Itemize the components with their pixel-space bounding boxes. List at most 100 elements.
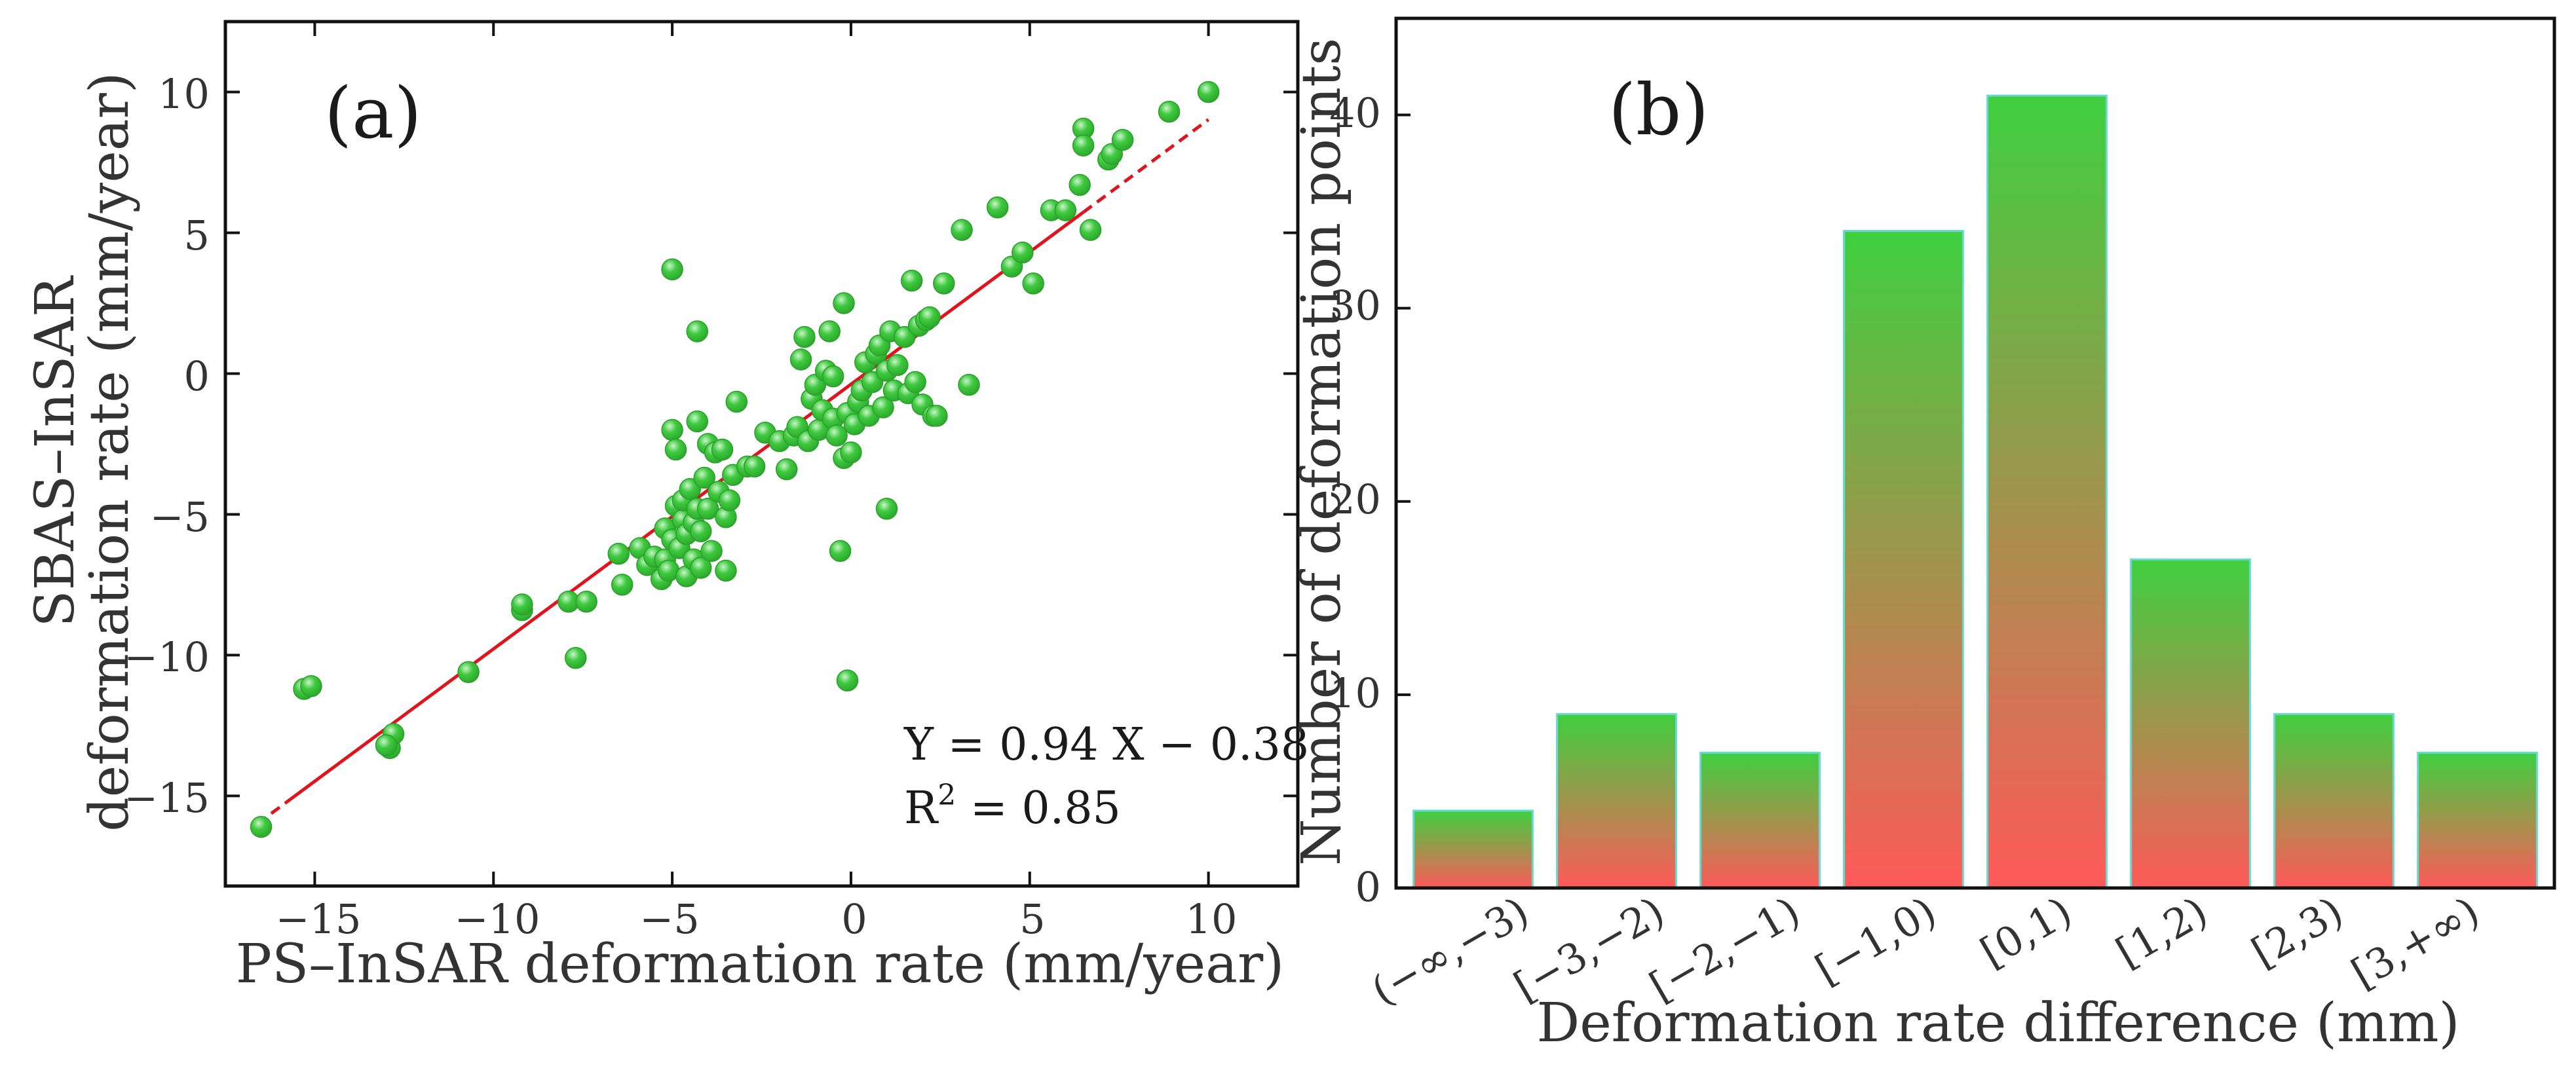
histogram-bars xyxy=(1412,94,2538,889)
scatter-point xyxy=(686,320,709,342)
panel-label-b: (b) xyxy=(1608,69,1709,151)
histogram-bar xyxy=(1843,230,1964,889)
scatter-point xyxy=(875,498,898,520)
histogram-bar xyxy=(1986,94,2108,889)
scatter-plot-frame xyxy=(223,20,1300,888)
y-tick-label: 30 xyxy=(1329,282,1381,329)
y-tick-label: 10 xyxy=(1329,669,1381,717)
scatter-point xyxy=(711,438,734,461)
fit-line-dashed xyxy=(1082,118,1210,214)
scatter-point xyxy=(1197,81,1220,103)
scatter-point xyxy=(829,540,852,563)
r-squared-value: = 0.85 xyxy=(956,783,1121,834)
scatter-point xyxy=(689,557,712,579)
scatter-point xyxy=(775,458,798,481)
scatter-point xyxy=(1158,100,1181,123)
scatter-point xyxy=(696,498,719,520)
histogram-bar xyxy=(1699,751,1821,889)
scatter-point xyxy=(933,272,955,295)
scatter-point xyxy=(715,559,737,582)
scatter-ticks xyxy=(225,22,1298,886)
scatter-point xyxy=(700,540,723,563)
scatter-point xyxy=(789,348,812,371)
scatter-point xyxy=(919,306,941,329)
scatter-point xyxy=(825,424,848,447)
y-tick-label: 0 xyxy=(184,352,210,400)
category-label: [1,2) xyxy=(2108,887,2216,977)
scatter-point xyxy=(661,418,683,441)
scatter-point xyxy=(1072,134,1095,157)
x-tick-label: −10 xyxy=(455,895,540,943)
scatter-points xyxy=(250,81,1220,838)
scatter-point xyxy=(457,661,480,683)
scatter-point xyxy=(743,455,766,478)
bar-y-axis-title: Number of deformation points xyxy=(1291,38,1353,866)
scatter-point xyxy=(822,365,844,388)
x-tick-label: −15 xyxy=(276,895,362,943)
scatter-point xyxy=(872,396,894,418)
scatter-point xyxy=(1111,128,1134,151)
scatter-y-axis-title-line1: SBAS–InSAR xyxy=(24,275,86,627)
scatter-panel: −15 −10 −5 0 5 10 −15 −10 −5 0 5 10 (a) … xyxy=(24,20,1309,995)
scatter-tick-labels: −15 −10 −5 0 5 10 −15 −10 −5 0 5 10 xyxy=(124,70,1237,943)
scatter-point xyxy=(1054,199,1077,221)
scatter-point xyxy=(900,269,923,292)
r-squared-symbol: R xyxy=(904,783,939,834)
scatter-point xyxy=(686,410,709,433)
category-label: [0,1) xyxy=(1973,887,2080,977)
r-squared-superscript: 2 xyxy=(938,779,956,812)
category-label: (−∞,−3) xyxy=(1363,887,1536,1015)
scatter-point xyxy=(951,219,973,241)
histogram-bar xyxy=(2130,558,2251,889)
y-tick-label: −5 xyxy=(150,493,210,541)
scatter-x-axis-title: PS–InSAR deformation rate (mm/year) xyxy=(236,933,1284,995)
category-label: [2,3) xyxy=(2244,887,2351,977)
scatter-point xyxy=(664,438,687,461)
scatter-point xyxy=(565,646,587,669)
scatter-point xyxy=(793,325,816,348)
scatter-point xyxy=(1012,241,1034,264)
bar-plot-frame xyxy=(1394,16,2556,890)
y-tick-label: 5 xyxy=(184,212,210,259)
scatter-point xyxy=(1079,219,1102,241)
scatter-point xyxy=(725,390,748,413)
scatter-point xyxy=(375,734,398,756)
scatter-point xyxy=(818,320,841,342)
scatter-point xyxy=(986,196,1009,219)
x-tick-label: 0 xyxy=(841,895,867,943)
scatter-point xyxy=(300,675,322,697)
category-label: [3,+∞) xyxy=(2343,887,2487,998)
category-label: [−1,0) xyxy=(1808,887,1944,994)
bar-panel: 0 10 20 30 40 (−∞,−3) [−3,−2) [−2,−1) [−… xyxy=(1291,16,2556,1054)
scatter-point xyxy=(904,371,926,394)
scatter-point xyxy=(840,441,862,464)
scatter-point xyxy=(1022,272,1044,295)
regression-equation: Y = 0.94 X − 0.38 xyxy=(903,719,1309,771)
scatter-point xyxy=(833,292,855,314)
y-tick-label: 40 xyxy=(1329,89,1381,137)
scatter-point xyxy=(886,354,909,377)
histogram-bar xyxy=(1556,712,1677,889)
scatter-point xyxy=(250,815,273,838)
y-tick-label: 20 xyxy=(1329,475,1381,523)
bar-x-axis-title: Deformation rate difference (mm) xyxy=(1537,992,2460,1054)
scatter-point xyxy=(511,593,533,616)
scatter-point xyxy=(718,489,741,511)
scatter-y-axis-title-line2: deformation rate (mm/year) xyxy=(79,72,141,832)
scatter-point xyxy=(607,542,630,565)
scatter-point xyxy=(693,466,715,489)
y-tick-label: 10 xyxy=(158,70,210,118)
scatter-point xyxy=(958,373,980,396)
bar-y-tick-labels: 0 10 20 30 40 xyxy=(1329,89,1381,911)
scatter-point xyxy=(836,669,859,692)
scatter-point xyxy=(1069,174,1091,196)
x-tick-label: 10 xyxy=(1186,895,1238,943)
histogram-bar xyxy=(2417,751,2538,889)
y-tick-label: 0 xyxy=(1355,863,1381,911)
scatter-point xyxy=(575,590,597,613)
histogram-bar xyxy=(2273,712,2395,889)
y-tick-label: −15 xyxy=(124,774,210,822)
x-tick-label: −5 xyxy=(639,895,699,943)
scatter-point xyxy=(661,258,683,281)
